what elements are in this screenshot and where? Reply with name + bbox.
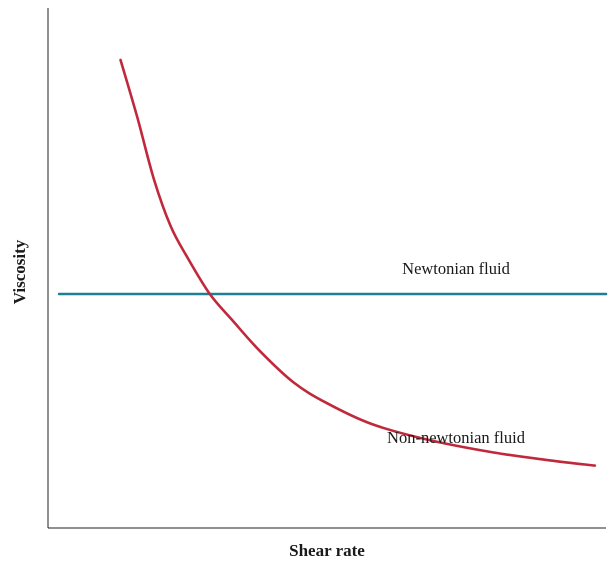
label-layer: Shear rate Viscosity Newtonian fluid Non… xyxy=(10,239,526,560)
series-layer xyxy=(57,58,608,467)
x-axis-title: Shear rate xyxy=(289,541,365,560)
series-label-non-newtonian: Non-newtonian fluid xyxy=(387,428,526,447)
y-axis-title: Viscosity xyxy=(10,239,29,304)
non-newtonian-fluid-curve xyxy=(119,58,597,467)
axes xyxy=(47,8,606,529)
series-label-newtonian: Newtonian fluid xyxy=(402,259,510,278)
